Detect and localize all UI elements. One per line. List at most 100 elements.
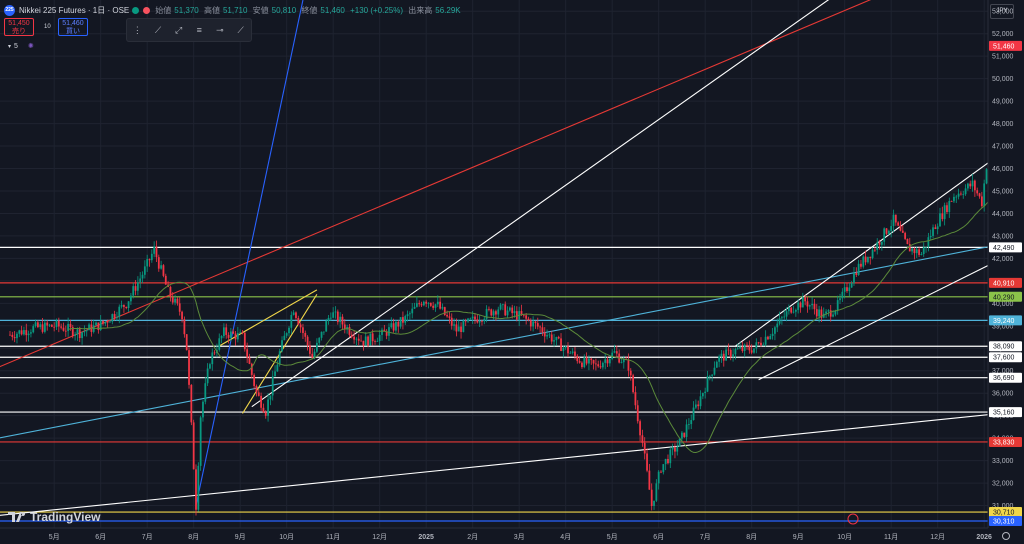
candle-body (578, 361, 581, 363)
y-tick-label: 51,000 (992, 54, 1014, 61)
currency-selector[interactable]: JPY (990, 4, 1014, 19)
candle-body (953, 196, 955, 202)
candle-body (37, 322, 39, 328)
candle-body (176, 298, 179, 304)
candle-body (241, 332, 244, 334)
x-tick-label: 10月 (837, 533, 852, 541)
candle-body (511, 307, 514, 314)
extended-line-icon[interactable]: ⟋ (237, 25, 244, 35)
y-tick-label: 46,000 (992, 166, 1014, 173)
trend-line-tool-icon[interactable]: ⟋ (154, 25, 162, 35)
candle-body (513, 311, 516, 314)
candle-body (188, 350, 190, 385)
tradingview-logo[interactable]: TradingView (8, 510, 100, 524)
y-tick-label: 37,000 (992, 368, 1014, 375)
y-tick-label: 50,000 (992, 76, 1014, 83)
candle-body (11, 334, 14, 337)
candle-body (934, 227, 937, 230)
candle-body (481, 320, 483, 322)
price-level-label: 30,710 (993, 510, 1015, 517)
settings-gear-icon[interactable]: ✺ (27, 43, 34, 50)
candle-body (641, 435, 644, 443)
sell-button[interactable]: 51,450 売り (4, 18, 34, 36)
candle-body (213, 352, 216, 354)
candle-body (634, 392, 637, 406)
candle-body (804, 297, 807, 302)
x-tick-label: 2025 (418, 534, 434, 541)
candle-body (185, 334, 188, 351)
candle-body (590, 358, 593, 361)
symbol-title[interactable]: Nikkei 225 Futures · 1日 · OSE (19, 5, 130, 15)
candle-body (325, 321, 328, 332)
candle-body (276, 364, 279, 372)
candle-body (650, 489, 653, 506)
candle-body (746, 344, 748, 347)
price-level-label: 37,600 (993, 355, 1015, 362)
candle-body (806, 301, 809, 307)
candle-body (402, 317, 404, 323)
candle-body (316, 342, 318, 352)
candle-body (311, 353, 314, 358)
candle-body (913, 248, 916, 254)
ray-tool-icon[interactable]: ⤢ (175, 25, 183, 35)
candle-body (846, 287, 848, 292)
candle-body (539, 326, 541, 328)
candle-body (67, 323, 70, 332)
candle-body (567, 346, 569, 354)
price-axis-bg (988, 0, 1024, 544)
candle-body (901, 230, 904, 233)
price-level-label: 33,830 (993, 439, 1015, 446)
candle-body (309, 345, 311, 354)
candle-body (564, 346, 567, 348)
candle-body (102, 320, 104, 324)
candle-body (725, 349, 727, 361)
price-level-label: 40,290 (993, 294, 1015, 301)
candle-body (211, 352, 214, 365)
candle-body (322, 331, 325, 333)
candle-body (836, 300, 839, 311)
candle-body (546, 335, 548, 337)
candle-body (395, 322, 397, 331)
candle-body (429, 302, 432, 306)
candle-body (927, 237, 930, 247)
candle-body (964, 188, 967, 195)
trend-line (195, 0, 304, 506)
candle-body (555, 336, 558, 341)
candle-body (681, 432, 683, 439)
chevron-down-icon[interactable]: ▾ (8, 43, 12, 50)
indicator-toggle[interactable]: ▾ 5 ✺ (8, 42, 34, 51)
x-tick-label: 9月 (235, 533, 246, 541)
candle-body (841, 291, 844, 299)
candle-body (223, 327, 225, 337)
candle-body (541, 327, 544, 333)
horizontal-line-icon[interactable]: ⊸ (216, 25, 224, 35)
candle-body (46, 322, 49, 326)
candle-body (229, 331, 232, 338)
candle-body (818, 309, 820, 317)
candle-body (130, 295, 132, 302)
parallel-channel-icon[interactable]: ≡ (196, 25, 202, 35)
candle-body (20, 330, 23, 335)
candle-body (118, 306, 121, 317)
price-level-label: 51,460 (993, 43, 1015, 50)
candle-body (341, 316, 344, 325)
candle-body (941, 213, 944, 220)
candle-body (827, 310, 830, 312)
candle-body (378, 334, 381, 342)
drag-handle-icon[interactable]: ⋮ (132, 25, 142, 35)
y-tick-label: 45,000 (992, 188, 1014, 195)
candle-body (460, 326, 462, 333)
candle-body (109, 321, 111, 323)
candle-body (946, 205, 948, 213)
candle-body (367, 336, 369, 346)
candle-body (353, 336, 355, 340)
candle-body (706, 376, 709, 392)
candle-body (397, 322, 400, 327)
candle-body (169, 286, 172, 298)
candle-body (318, 337, 321, 343)
x-tick-label: 5月 (49, 533, 60, 541)
buy-button[interactable]: 51,460 買い (58, 18, 88, 36)
candle-body (346, 327, 349, 330)
candle-body (764, 336, 767, 345)
